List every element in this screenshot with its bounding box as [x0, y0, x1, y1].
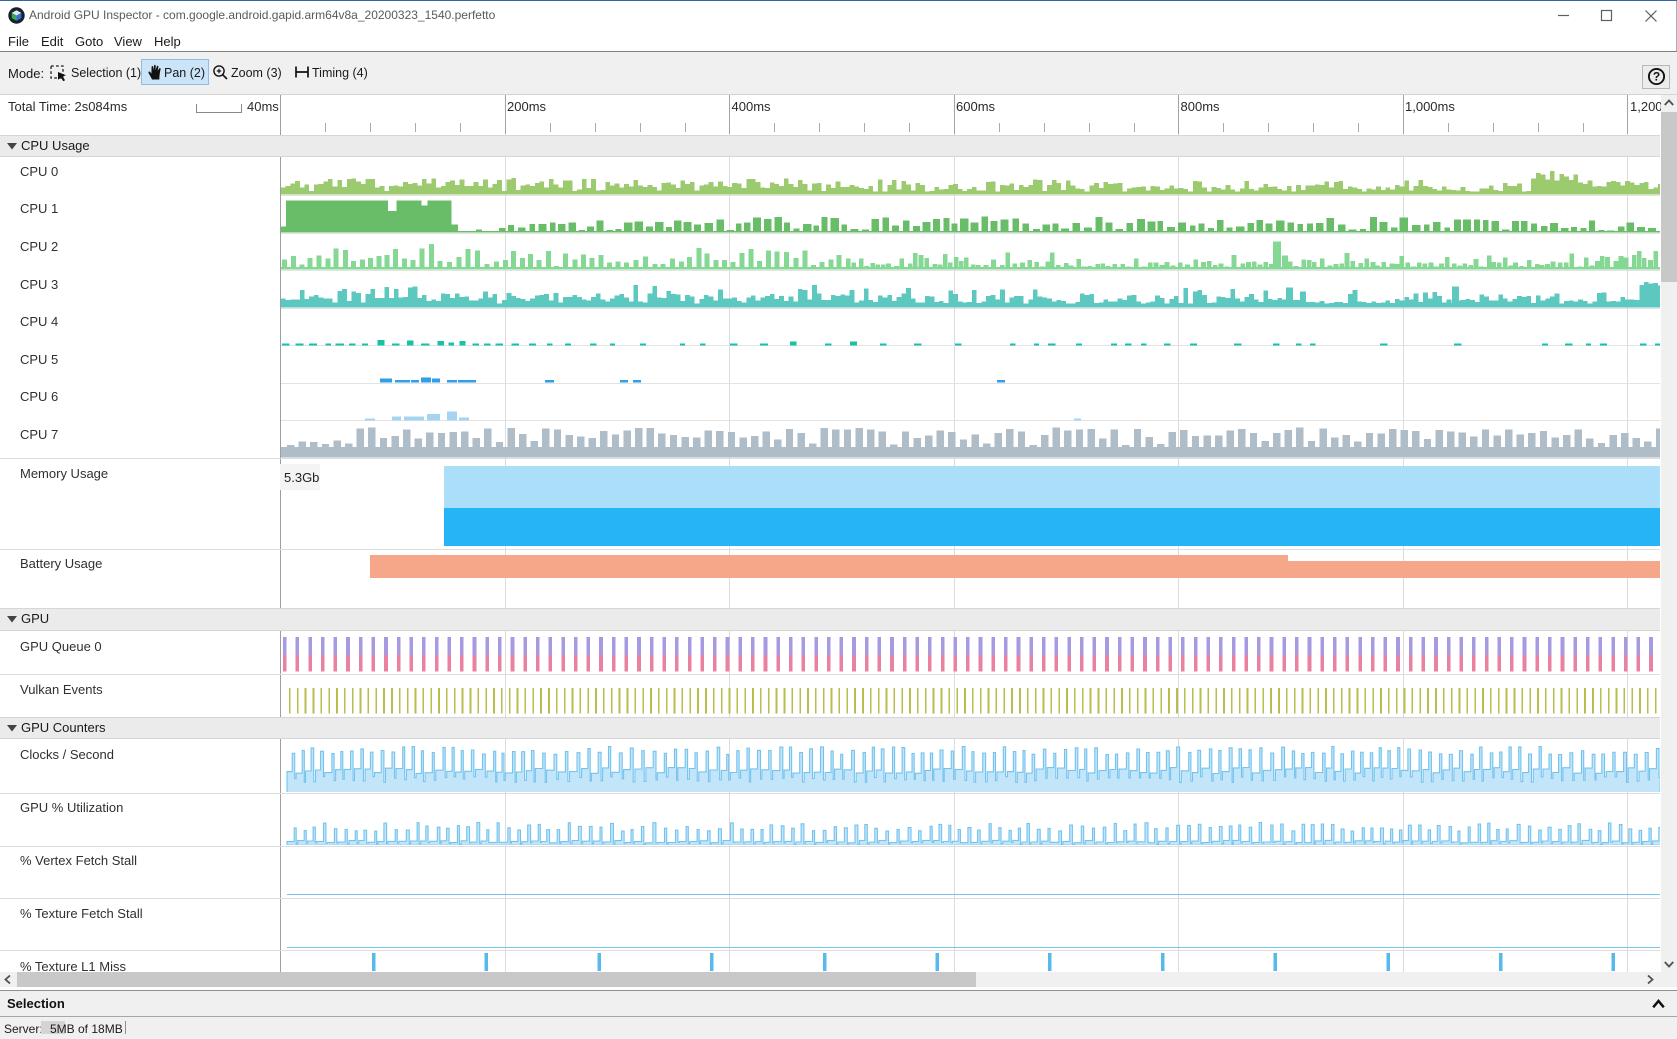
svg-text:?: ?: [1653, 70, 1660, 84]
